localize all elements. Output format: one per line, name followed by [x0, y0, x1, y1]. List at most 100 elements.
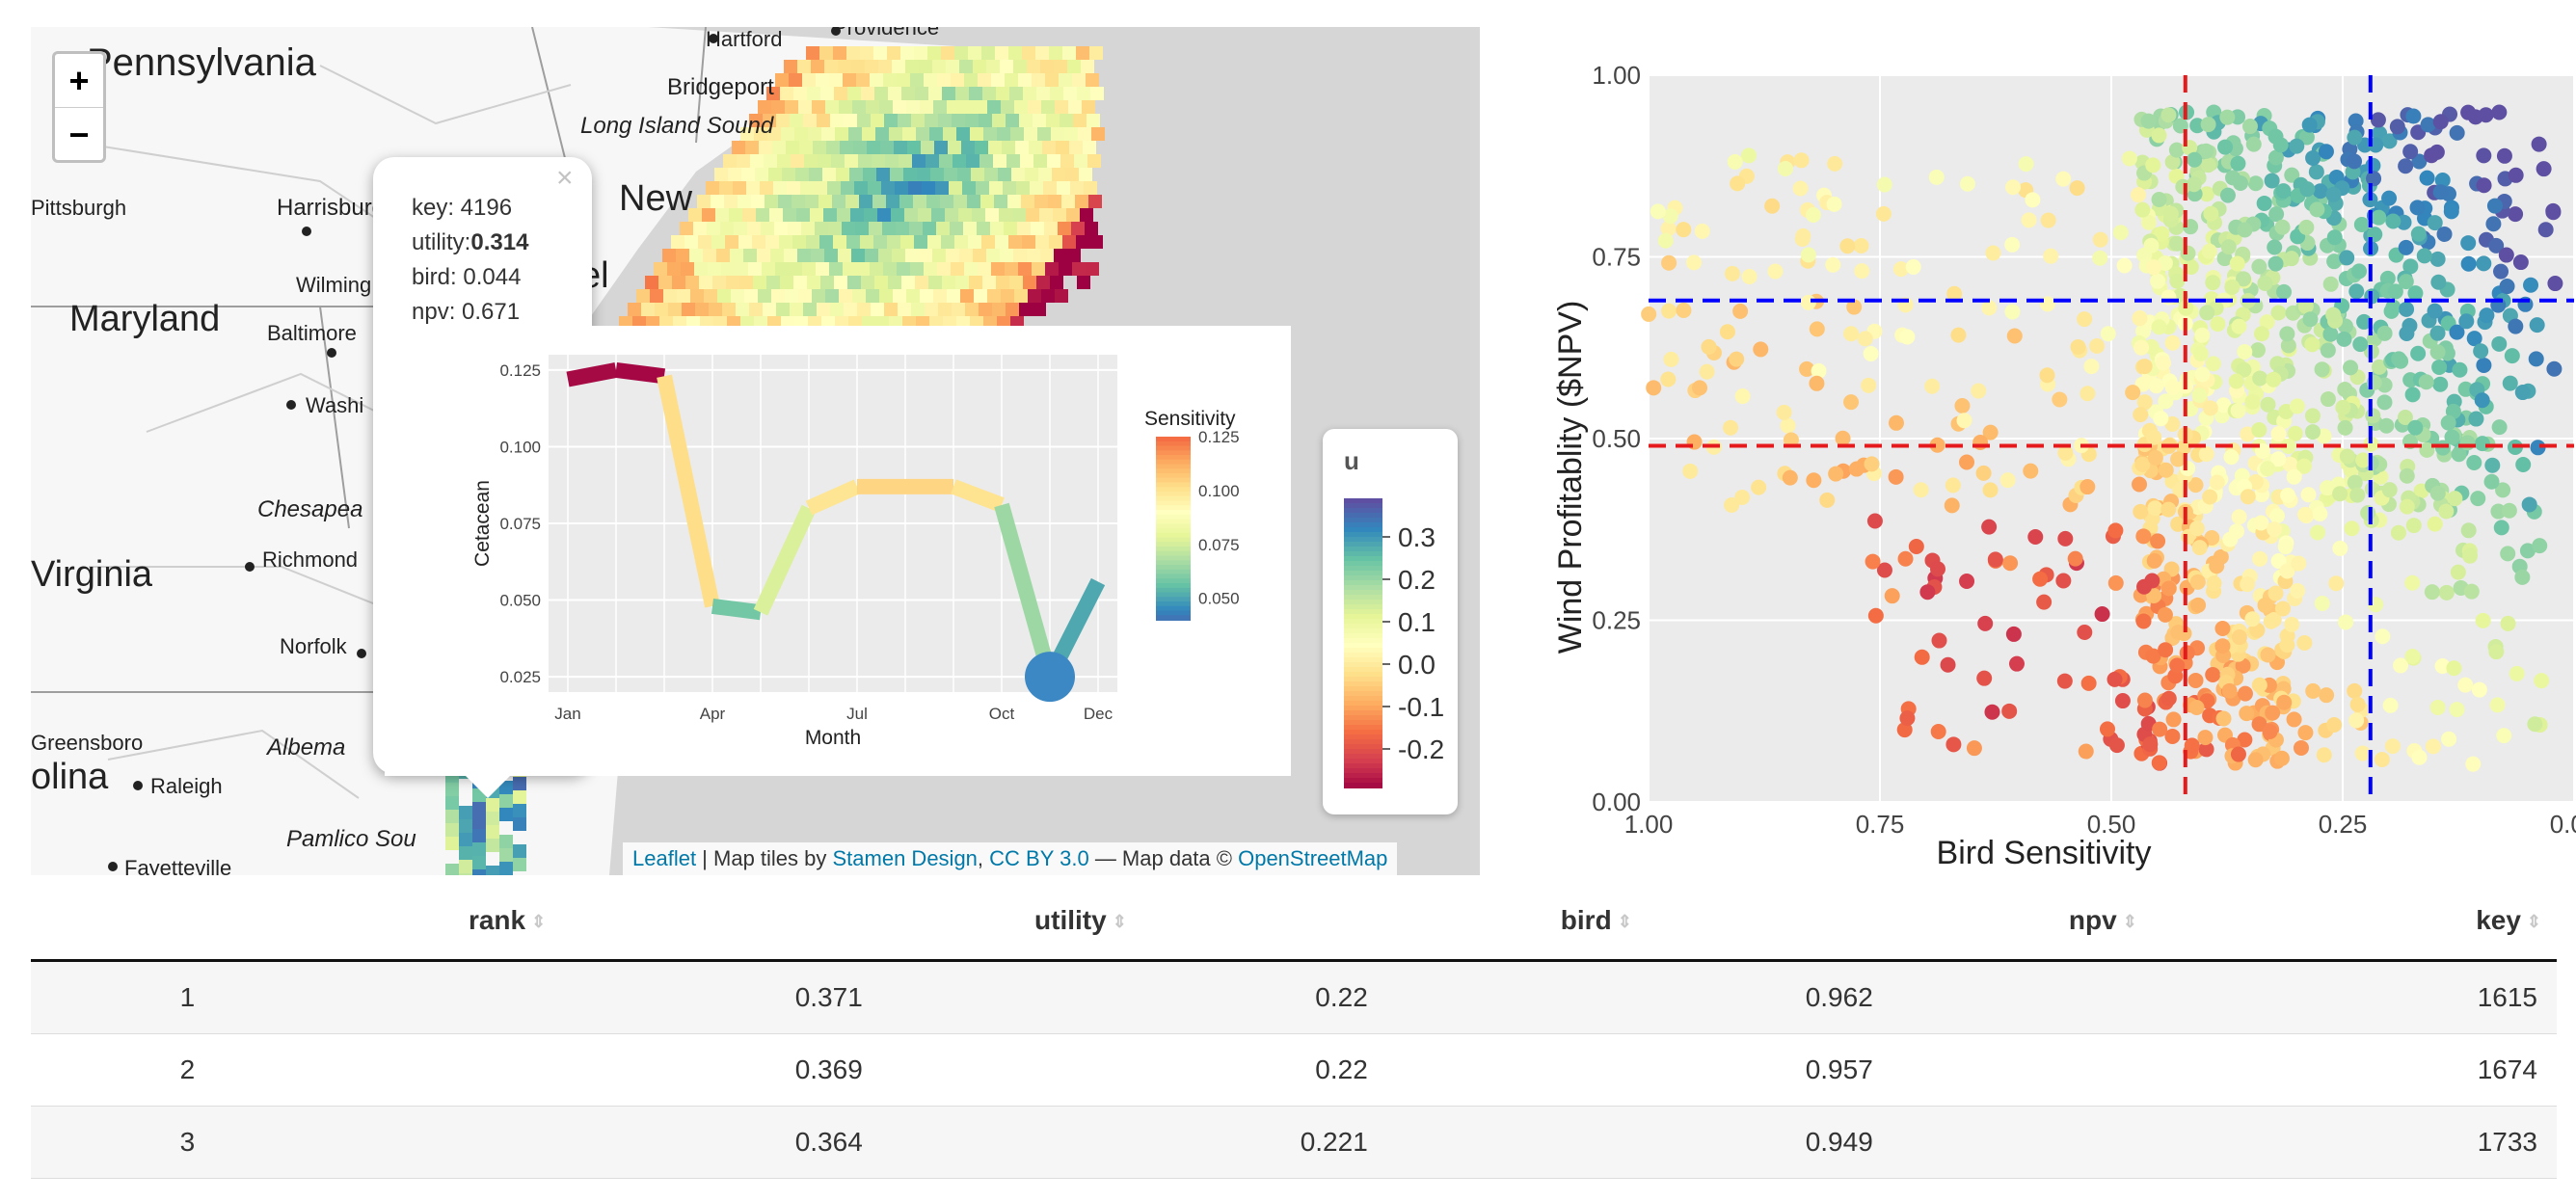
table-row[interactable]: 3 0.364 0.221 0.949 1733 — [31, 1106, 2557, 1179]
scatter-point — [2188, 699, 2205, 715]
attribution-text-3: — Map data © — [1088, 846, 1239, 870]
heatmap-cell — [1036, 276, 1050, 289]
legend-tick-label: -0.1 — [1398, 692, 1444, 722]
heatmap-cell — [1033, 114, 1046, 127]
popup-key: key: 4196 — [412, 195, 513, 221]
license-link[interactable]: CC BY 3.0 — [989, 846, 1089, 870]
heatmap-cell — [1013, 249, 1027, 262]
sort-icon[interactable]: ⇕ — [1617, 912, 1632, 932]
popup-close-button[interactable]: × — [556, 162, 574, 194]
heatmap-cell — [941, 46, 954, 60]
map-place-label: Pittsburgh — [31, 196, 126, 220]
scatter-point — [2491, 419, 2508, 436]
scatter-point — [1641, 306, 1657, 322]
map-place-label: Chesapea — [257, 496, 362, 522]
column-header-utility[interactable]: utility ⇕ — [561, 882, 1142, 962]
heatmap-cell — [1012, 208, 1026, 222]
heatmap-cell — [875, 127, 889, 141]
heatmap-cell — [1010, 127, 1024, 141]
scatter-point — [1724, 497, 1740, 514]
heatmap-cell — [1073, 114, 1087, 127]
heatmap-cell — [996, 87, 1009, 100]
column-header-key[interactable]: key ⇕ — [2152, 882, 2557, 962]
heatmap-cell — [1006, 154, 1020, 168]
scatter-point — [2289, 398, 2305, 414]
legend-tick-label: 0.075 — [1198, 536, 1240, 554]
scatter-point — [2089, 337, 2106, 354]
scatter-point — [1888, 414, 1904, 431]
osm-link[interactable]: OpenStreetMap — [1238, 846, 1388, 870]
heatmap-cell — [798, 100, 812, 114]
stamen-link[interactable]: Stamen Design — [832, 846, 978, 870]
scatter-point — [2092, 250, 2108, 266]
heatmap-cell — [865, 249, 878, 262]
scatter-point — [1982, 424, 1999, 440]
y-tick-label: 0.125 — [499, 361, 541, 380]
line-segment — [951, 479, 1005, 513]
scatter-point — [2160, 107, 2177, 123]
heatmap-cell — [809, 168, 822, 181]
sort-icon[interactable]: ⇕ — [531, 912, 547, 932]
heatmap-cell — [1061, 195, 1075, 208]
zoom-out-button[interactable]: − — [68, 114, 90, 154]
heatmap-cell — [830, 303, 844, 316]
sort-icon[interactable]: ⇕ — [2526, 912, 2541, 932]
heatmap-cell — [985, 208, 999, 222]
heatmap-cell — [884, 114, 898, 127]
scatter-point — [1928, 169, 1945, 185]
heatmap-cell — [806, 46, 819, 60]
scatter-point — [2021, 212, 2037, 228]
table-row[interactable]: 2 0.369 0.22 0.957 1674 — [31, 1033, 2557, 1107]
heatmap-cell — [871, 114, 884, 127]
scatter-point — [1825, 256, 1841, 273]
heatmap-cell — [807, 276, 820, 289]
map-place-label: Baltimore — [267, 321, 357, 345]
scatter-point — [2190, 597, 2207, 613]
heatmap-cell — [1057, 181, 1070, 195]
heatmap-cell — [904, 208, 918, 222]
scatter-point — [2236, 271, 2252, 287]
scatter-point — [2337, 419, 2353, 436]
table-row[interactable]: 1 0.371 0.22 0.962 1615 — [31, 960, 2557, 1034]
leaflet-map[interactable]: Pennsylvania Hartford Providence Bridgeport… — [31, 27, 1480, 875]
heatmap-cell — [988, 141, 1002, 154]
map-place-label: Pamlico Sou — [286, 826, 416, 852]
heatmap-cell — [971, 168, 984, 181]
scatter-point — [2521, 496, 2537, 513]
scatter-point — [2169, 273, 2186, 289]
scatter-point — [2360, 505, 2376, 521]
column-header-rank[interactable]: rank ⇕ — [31, 882, 562, 962]
leaflet-link[interactable]: Leaflet — [632, 846, 697, 870]
heatmap-cell — [948, 141, 961, 154]
column-header-npv[interactable]: npv ⇕ — [1647, 882, 2153, 962]
heatmap-cell — [677, 289, 690, 303]
zoom-in-button[interactable]: + — [55, 54, 103, 108]
sort-icon[interactable]: ⇕ — [2122, 912, 2137, 932]
scatter-point — [2286, 711, 2302, 728]
heatmap-cell — [940, 195, 953, 208]
scatter-point — [1676, 222, 1692, 238]
tradeoff-scatter-plot[interactable]: 1.00 0.75 0.50 0.25 0.00 0.00 0.25 0.50 0.75 1.00… — [1523, 27, 2576, 875]
scatter-point — [2136, 692, 2153, 708]
heatmap-cell — [499, 835, 513, 848]
heatmap-cell — [927, 235, 941, 249]
heatmap-cell — [750, 154, 764, 168]
scatter-point — [2486, 198, 2503, 214]
scatter-point — [2298, 129, 2315, 146]
heatmap-cell — [513, 790, 526, 804]
heatmap-cell — [513, 817, 526, 831]
heatmap-cell — [1066, 208, 1080, 222]
heatmap-cell — [825, 100, 839, 114]
scatter-point — [2529, 317, 2545, 334]
scatter-point — [2280, 337, 2296, 354]
scatter-point — [2256, 195, 2272, 211]
scatter-point — [2485, 216, 2502, 232]
column-header-bird[interactable]: bird ⇕ — [1141, 882, 1648, 962]
heatmap-cell — [836, 168, 849, 181]
heatmap-cell — [817, 114, 830, 127]
heatmap-cell — [926, 154, 939, 168]
scatter-point — [1896, 722, 1913, 738]
sort-icon[interactable]: ⇕ — [1112, 912, 1127, 932]
scatter-point — [1982, 482, 1999, 498]
scatter-point — [1650, 203, 1666, 220]
